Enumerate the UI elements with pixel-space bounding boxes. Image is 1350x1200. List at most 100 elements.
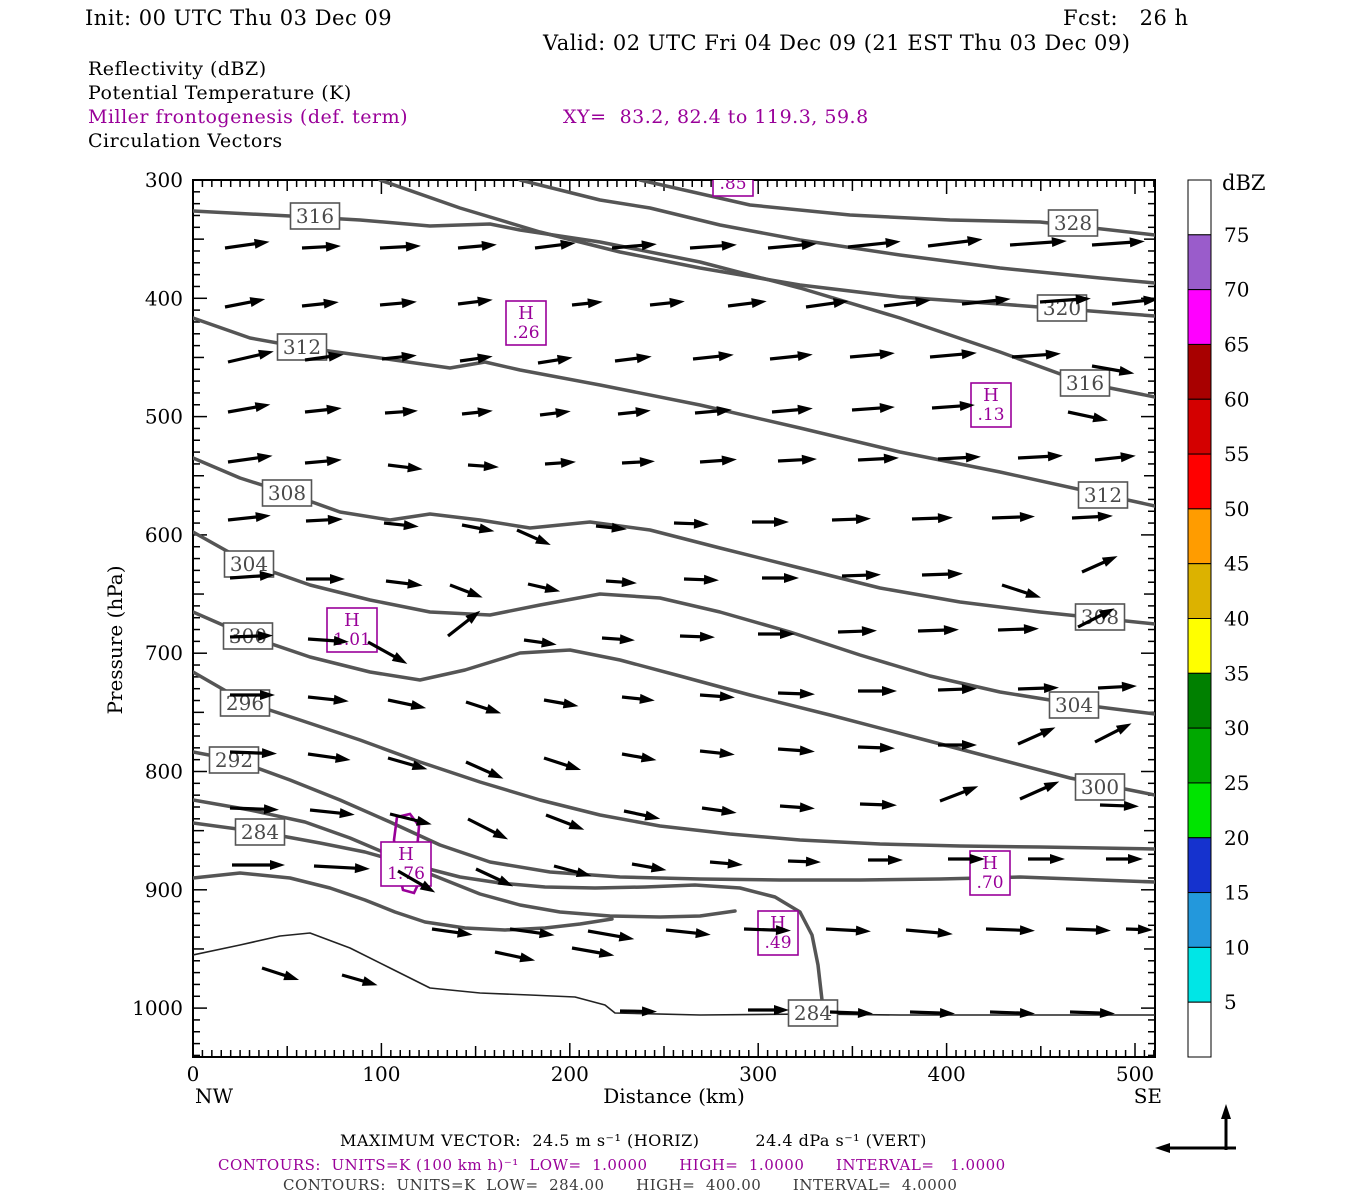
y-axis-title: Pressure (hPa) — [103, 566, 127, 715]
vector-arrow — [224, 297, 266, 309]
theta-contour-324 — [518, 180, 1155, 285]
vector-arrow — [384, 406, 418, 417]
x-axis-left-end: NW — [195, 1084, 234, 1108]
contour-label-box — [289, 202, 341, 230]
vector-arrow — [1009, 237, 1067, 248]
vector-arrow — [631, 862, 667, 873]
vector-arrow — [465, 760, 504, 779]
vector-arrow — [673, 518, 709, 529]
vector-arrow — [1017, 451, 1063, 462]
vector-arrow — [665, 928, 711, 939]
vector-arrow — [387, 462, 423, 473]
colorbar-segment — [1187, 508, 1212, 565]
vector-arrow — [849, 349, 895, 360]
y-tick-label: 300 — [145, 168, 183, 192]
vector-arrow — [948, 854, 985, 864]
vector-arrow — [961, 295, 1011, 306]
vector-arrow — [465, 700, 502, 714]
vector-arrow — [534, 239, 576, 250]
axis-labels: 300 400 500 600 700 800 900 1000 0 100 200 300 400 50… — [103, 168, 1162, 1108]
h-max-value: .85 — [719, 174, 746, 194]
vector-arrow — [762, 573, 799, 583]
h-max-value: .26 — [512, 323, 539, 343]
colorbar-segment — [1187, 179, 1212, 236]
vector-arrow — [699, 455, 737, 466]
contour-label-box — [1077, 481, 1129, 509]
vector-arrow — [692, 351, 734, 362]
vector-arrow — [1071, 511, 1113, 522]
vector-arrow — [1094, 452, 1136, 463]
vector-arrow — [229, 570, 275, 581]
theta-contour-308 — [193, 456, 1155, 626]
frontogenesis-contour-note: CONTOURS: UNITS=K (100 km h)⁻¹ LOW= 1.00… — [218, 1156, 1006, 1174]
vector-arrow — [301, 298, 339, 309]
vector-arrow — [777, 688, 815, 699]
vector-arrow — [771, 404, 813, 415]
colorbar-tick-label: 15 — [1224, 881, 1249, 905]
init-time: Init: 00 UTC Thu 03 Dec 09 — [85, 6, 393, 30]
colorbar-tick-label: 50 — [1224, 497, 1249, 521]
vector-arrow — [727, 298, 767, 309]
colorbar-tick-label: 40 — [1224, 607, 1249, 631]
colorbar — [1187, 179, 1212, 1058]
vector-arrow — [851, 403, 895, 414]
vector-arrow — [679, 631, 715, 642]
vector-arrow — [457, 296, 493, 307]
vector-arrow — [921, 569, 963, 580]
vector-arrow — [805, 298, 849, 309]
legend-frontogenesis: Miller frontogenesis (def. term) — [88, 106, 409, 128]
vector-arrow — [341, 973, 378, 986]
theta-contour-316 — [193, 209, 1155, 399]
vector-arrow — [837, 626, 877, 637]
vector-arrow — [385, 578, 423, 589]
colorbar-segment — [1187, 563, 1212, 619]
colorbar-segment — [1187, 618, 1212, 674]
vector-arrow — [939, 786, 979, 803]
axis-ticks — [192, 179, 1155, 1057]
vector-arrow — [449, 583, 483, 598]
vector-arrow — [825, 925, 871, 936]
legend-potential-temperature: Potential Temperature (K) — [88, 82, 352, 104]
vector-arrow — [621, 693, 655, 704]
vector-arrow — [605, 577, 637, 588]
vector-arrow — [937, 452, 981, 463]
colorbar-segment — [1187, 453, 1212, 510]
h-max-value: .70 — [976, 873, 1003, 893]
vector-arrow — [683, 574, 719, 585]
vector-arrow — [467, 817, 509, 840]
vector-arrow — [227, 402, 271, 414]
vector-arrow — [1065, 925, 1111, 936]
vector-arrow — [694, 406, 732, 417]
vector-arrow — [389, 812, 432, 826]
vector-arrow — [509, 927, 555, 939]
vector-arrow — [543, 698, 579, 709]
vector-arrow — [938, 740, 977, 750]
vector-arrow — [381, 351, 417, 362]
vector-arrow — [752, 517, 789, 527]
colorbar-tick-label: 30 — [1224, 716, 1249, 740]
vector-arrow — [1017, 683, 1059, 694]
contour-label-box — [1048, 691, 1100, 719]
x-tick-label: 300 — [739, 1062, 777, 1086]
vector-arrow — [571, 298, 603, 309]
vector-arrow — [227, 512, 271, 523]
contour-label-box — [787, 999, 839, 1027]
vector-arrow — [1094, 723, 1132, 744]
vector-arrow — [829, 1007, 873, 1018]
vector-arrow — [543, 756, 582, 771]
contour-label-text: 316 — [1066, 371, 1104, 395]
theta-contour-304 — [193, 530, 1155, 716]
theta-contour-284 — [193, 871, 614, 932]
vector-arrow — [229, 804, 279, 815]
theta-contour-288 — [193, 798, 828, 1015]
vector-arrow — [587, 929, 635, 942]
colorbar-tick-label: 45 — [1224, 552, 1249, 576]
vector-arrow — [475, 867, 514, 887]
vector-arrow — [847, 238, 901, 249]
contour-label-text: 284 — [794, 1001, 832, 1025]
vector-arrow — [831, 514, 871, 525]
vector-arrow — [857, 742, 895, 753]
vector-arrow — [553, 864, 592, 878]
